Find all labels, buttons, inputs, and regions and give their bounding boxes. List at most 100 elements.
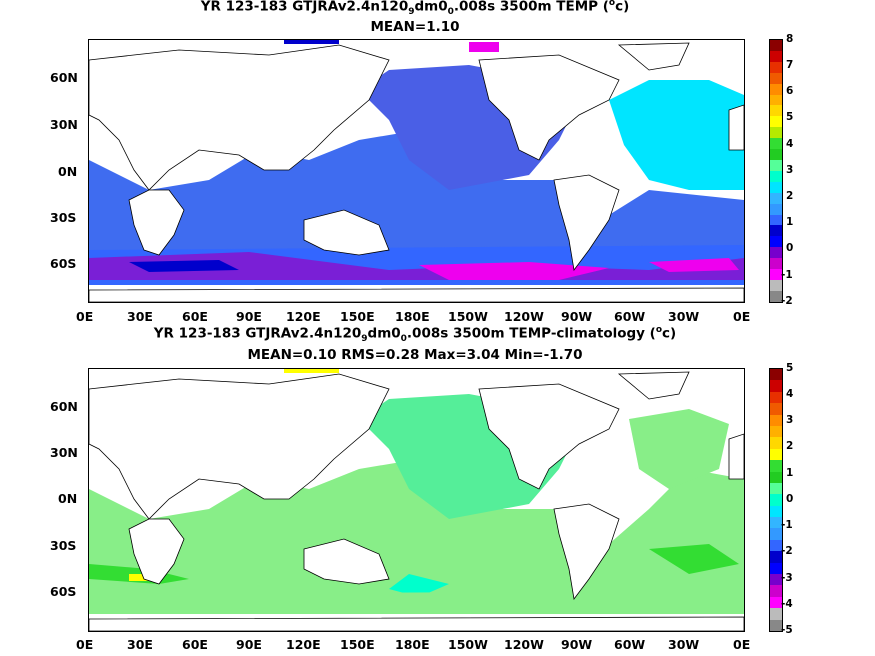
colorbar-label: 2	[786, 190, 794, 202]
colorbar-swatch	[770, 236, 782, 248]
panel-1-lon-label: 0E	[733, 309, 751, 324]
colorbar-swatch	[770, 159, 782, 171]
colorbar-label: -5	[781, 624, 793, 636]
colorbar-swatch	[770, 596, 782, 609]
panel-1-title: YR 123-183 GTJRAv2.4n1209dm00.008s 3500m…	[200, 0, 630, 18]
colorbar-swatch	[770, 460, 782, 472]
colorbar-label: 6	[786, 85, 794, 97]
panel-2-colorbar	[769, 368, 783, 632]
panel-2-lon-label: 150E	[340, 637, 375, 652]
panel-2-lon-label: 180E	[395, 637, 430, 652]
panel-1-lon-label: 120E	[286, 309, 321, 324]
panel-1-lon-label: 180E	[395, 309, 430, 324]
panel-1-map	[88, 39, 745, 303]
panel-1-colorbar	[769, 39, 783, 303]
colorbar-swatch	[770, 414, 782, 426]
panel-2-title: YR 123-183 GTJRAv2.4n1209dm00.008s 3500m…	[153, 325, 677, 345]
colorbar-swatch	[770, 247, 782, 259]
colorbar-swatch	[770, 279, 782, 291]
colorbar-swatch	[770, 425, 782, 438]
colorbar-swatch	[770, 391, 782, 404]
colorbar-swatch	[770, 72, 782, 84]
colorbar-swatch	[770, 528, 782, 540]
colorbar-swatch	[770, 517, 782, 529]
colorbar-swatch	[770, 225, 782, 237]
panel-2-lon-label: 120E	[286, 637, 321, 652]
colorbar-label: -4	[781, 598, 793, 610]
colorbar-label: 0	[786, 493, 794, 505]
panel-1-lon-label: 90W	[561, 309, 593, 324]
panel-1-lon-label: 30W	[668, 309, 700, 324]
colorbar-label: 5	[786, 362, 794, 374]
colorbar-swatch	[770, 258, 782, 270]
colorbar-swatch	[770, 105, 782, 117]
panel-2-map	[88, 368, 745, 632]
panel-2-lon-label: 90E	[236, 637, 262, 652]
panel-1-lon-label: 150E	[340, 309, 375, 324]
panel-1-lat-60s: 60S	[50, 256, 77, 271]
panel-2-lat-0n: 0N	[58, 491, 78, 506]
colorbar-swatch	[770, 203, 782, 215]
panel-1-lat-30n: 30N	[50, 117, 78, 132]
panel-1-lon-label: 120W	[504, 309, 544, 324]
panel-1-map-canvas	[89, 40, 744, 302]
colorbar-label: -3	[781, 572, 793, 584]
panel-2-lat-60n: 60N	[50, 399, 78, 414]
panel-2-lon-label: 60E	[182, 637, 208, 652]
colorbar-swatch	[770, 214, 782, 226]
panel-1-lat-30s: 30S	[50, 210, 77, 225]
colorbar-swatch	[770, 562, 782, 575]
colorbar-label: 5	[786, 111, 794, 123]
colorbar-swatch	[770, 403, 782, 415]
panel-1-lon-label: 60W	[614, 309, 646, 324]
colorbar-swatch	[770, 380, 782, 392]
colorbar-swatch	[770, 181, 782, 193]
colorbar-swatch	[770, 138, 782, 150]
colorbar-swatch	[770, 116, 782, 128]
panel-2-lat-30s: 30S	[50, 538, 77, 553]
panel-2-lon-label: 90W	[561, 637, 593, 652]
colorbar-swatch	[770, 50, 782, 62]
colorbar-swatch	[770, 369, 782, 381]
panel-2-lon-label: 30W	[668, 637, 700, 652]
colorbar-label: 7	[786, 59, 794, 71]
panel-2-land	[89, 371, 744, 631]
panel-2-lon-label: 120W	[504, 637, 544, 652]
colorbar-swatch	[770, 574, 782, 586]
colorbar-swatch	[770, 127, 782, 139]
colorbar-swatch	[770, 551, 782, 563]
panel-2-lon-label: 60W	[614, 637, 646, 652]
colorbar-label: 3	[786, 414, 794, 426]
colorbar-swatch	[770, 269, 782, 280]
colorbar-label: 4	[786, 138, 794, 150]
panel-1-lon-label: 150W	[448, 309, 488, 324]
colorbar-swatch	[770, 448, 782, 461]
panel-2-lat-60s: 60S	[50, 584, 77, 599]
panel-1-lat-60n: 60N	[50, 70, 78, 85]
colorbar-label: 1	[786, 216, 794, 228]
panel-2-lon-label: 30E	[127, 637, 153, 652]
panel-1-lon-label: 90E	[236, 309, 262, 324]
panel-2-map-canvas	[89, 369, 744, 631]
panel-2-lon-label: 0E	[733, 637, 751, 652]
panel-1-lon-label: 30E	[127, 309, 153, 324]
panel-1-lon-label: 0E	[76, 309, 94, 324]
colorbar-label: 1	[786, 467, 794, 479]
colorbar-swatch	[770, 585, 782, 597]
colorbar-swatch	[770, 40, 782, 51]
panel-1-land	[89, 42, 744, 302]
colorbar-label: 2	[786, 440, 794, 452]
colorbar-swatch	[770, 192, 782, 204]
panel-2-lon-label: 150W	[448, 637, 488, 652]
colorbar-label: 3	[786, 164, 794, 176]
colorbar-swatch	[770, 83, 782, 95]
colorbar-swatch	[770, 149, 782, 160]
panel-2-lat-30n: 30N	[50, 445, 78, 460]
colorbar-label: 8	[786, 33, 794, 45]
colorbar-label: -1	[781, 269, 793, 281]
colorbar-swatch	[770, 61, 782, 73]
colorbar-swatch	[770, 539, 782, 552]
panel-1-lat-0n: 0N	[58, 164, 78, 179]
colorbar-swatch	[770, 494, 782, 506]
panel-1-lon-label: 60E	[182, 309, 208, 324]
